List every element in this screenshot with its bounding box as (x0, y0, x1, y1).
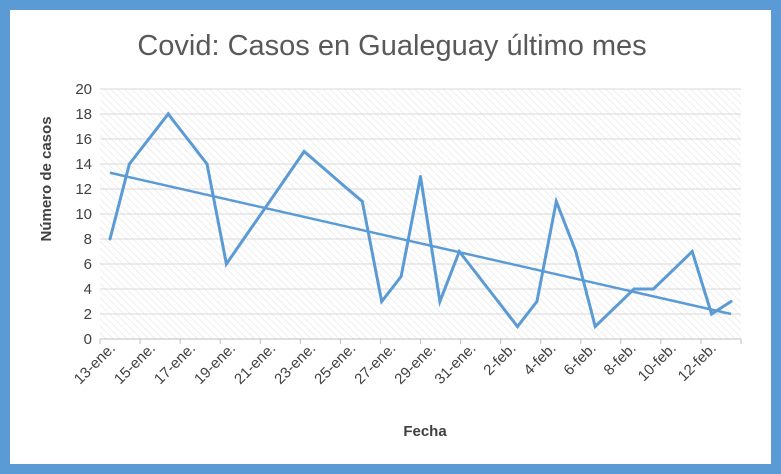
y-tick-label: 2 (84, 306, 92, 323)
y-tick-label: 0 (84, 331, 92, 348)
data-point (613, 306, 617, 310)
data-point (283, 178, 287, 182)
x-tick-label: 31-ene. (431, 340, 479, 388)
y-tick-label: 16 (75, 131, 92, 148)
data-point (263, 206, 267, 210)
data-point (419, 175, 422, 178)
y-tick-label: 18 (75, 106, 92, 123)
y-tick-label: 12 (75, 181, 92, 198)
data-point (186, 137, 190, 141)
x-tick-label: 12-feb. (675, 340, 720, 385)
data-point (457, 250, 461, 253)
data-point (729, 300, 733, 303)
data-point (244, 234, 248, 238)
data-point (341, 183, 345, 187)
x-tick-label: 6-feb. (560, 340, 599, 379)
data-point (710, 312, 714, 316)
data-point (477, 275, 481, 278)
data-point (166, 112, 170, 116)
data-point (516, 325, 520, 328)
data-point (224, 262, 228, 266)
data-point (651, 287, 655, 291)
chart-title: Covid: Casos en Gualeguay último mes (137, 30, 646, 62)
x-tick-label: 13-ene. (71, 340, 119, 388)
x-tick-label: 4-feb. (520, 340, 559, 379)
x-tick-label: 23-ene. (271, 340, 319, 388)
x-tick-label: 25-ene. (311, 340, 359, 388)
data-point (321, 166, 325, 170)
y-tick-label: 4 (84, 281, 92, 298)
chart-panel: Covid: Casos en Gualeguay último mes 0 2 4… (10, 10, 771, 464)
x-tick-label: 17-ene. (151, 340, 199, 388)
data-point (360, 200, 364, 203)
data-point (147, 137, 151, 141)
plot-area: 0 2 4 6 8 10 12 14 16 18 20 13-ene.15-ene.17-ene.19… (71, 81, 742, 388)
line-chart: Covid: Casos en Gualeguay último mes 0 2 4… (38, 30, 742, 440)
data-point (593, 325, 597, 328)
data-point (108, 237, 112, 241)
data-point (535, 300, 539, 303)
x-tick-label: 15-ene. (111, 340, 159, 388)
x-axis-title: Fecha (403, 423, 447, 440)
x-tick-label: 29-ene. (391, 340, 439, 388)
data-point (205, 162, 209, 166)
data-point (574, 250, 578, 253)
y-tick-label: 10 (75, 206, 92, 223)
y-tick-label: 6 (84, 256, 92, 273)
data-point (399, 275, 403, 278)
data-point (690, 250, 694, 253)
data-point (554, 200, 558, 203)
data-point (380, 300, 384, 303)
y-tick-label: 20 (75, 81, 92, 98)
data-point (632, 287, 636, 291)
x-tick-label: 21-ene. (231, 340, 279, 388)
x-tick-label: 2-feb. (480, 340, 519, 379)
y-tick-label: 14 (75, 156, 92, 173)
y-tick-label: 8 (84, 231, 92, 248)
data-point (671, 268, 675, 272)
data-point (302, 150, 306, 153)
data-point (496, 300, 500, 303)
x-tick-label: 19-ene. (191, 340, 239, 388)
y-axis-title: Número de casos (38, 116, 55, 241)
data-point (127, 162, 131, 166)
x-tick-label: 10-feb. (635, 340, 680, 385)
data-point (438, 300, 442, 303)
x-tick-label: 27-ene. (351, 340, 399, 388)
